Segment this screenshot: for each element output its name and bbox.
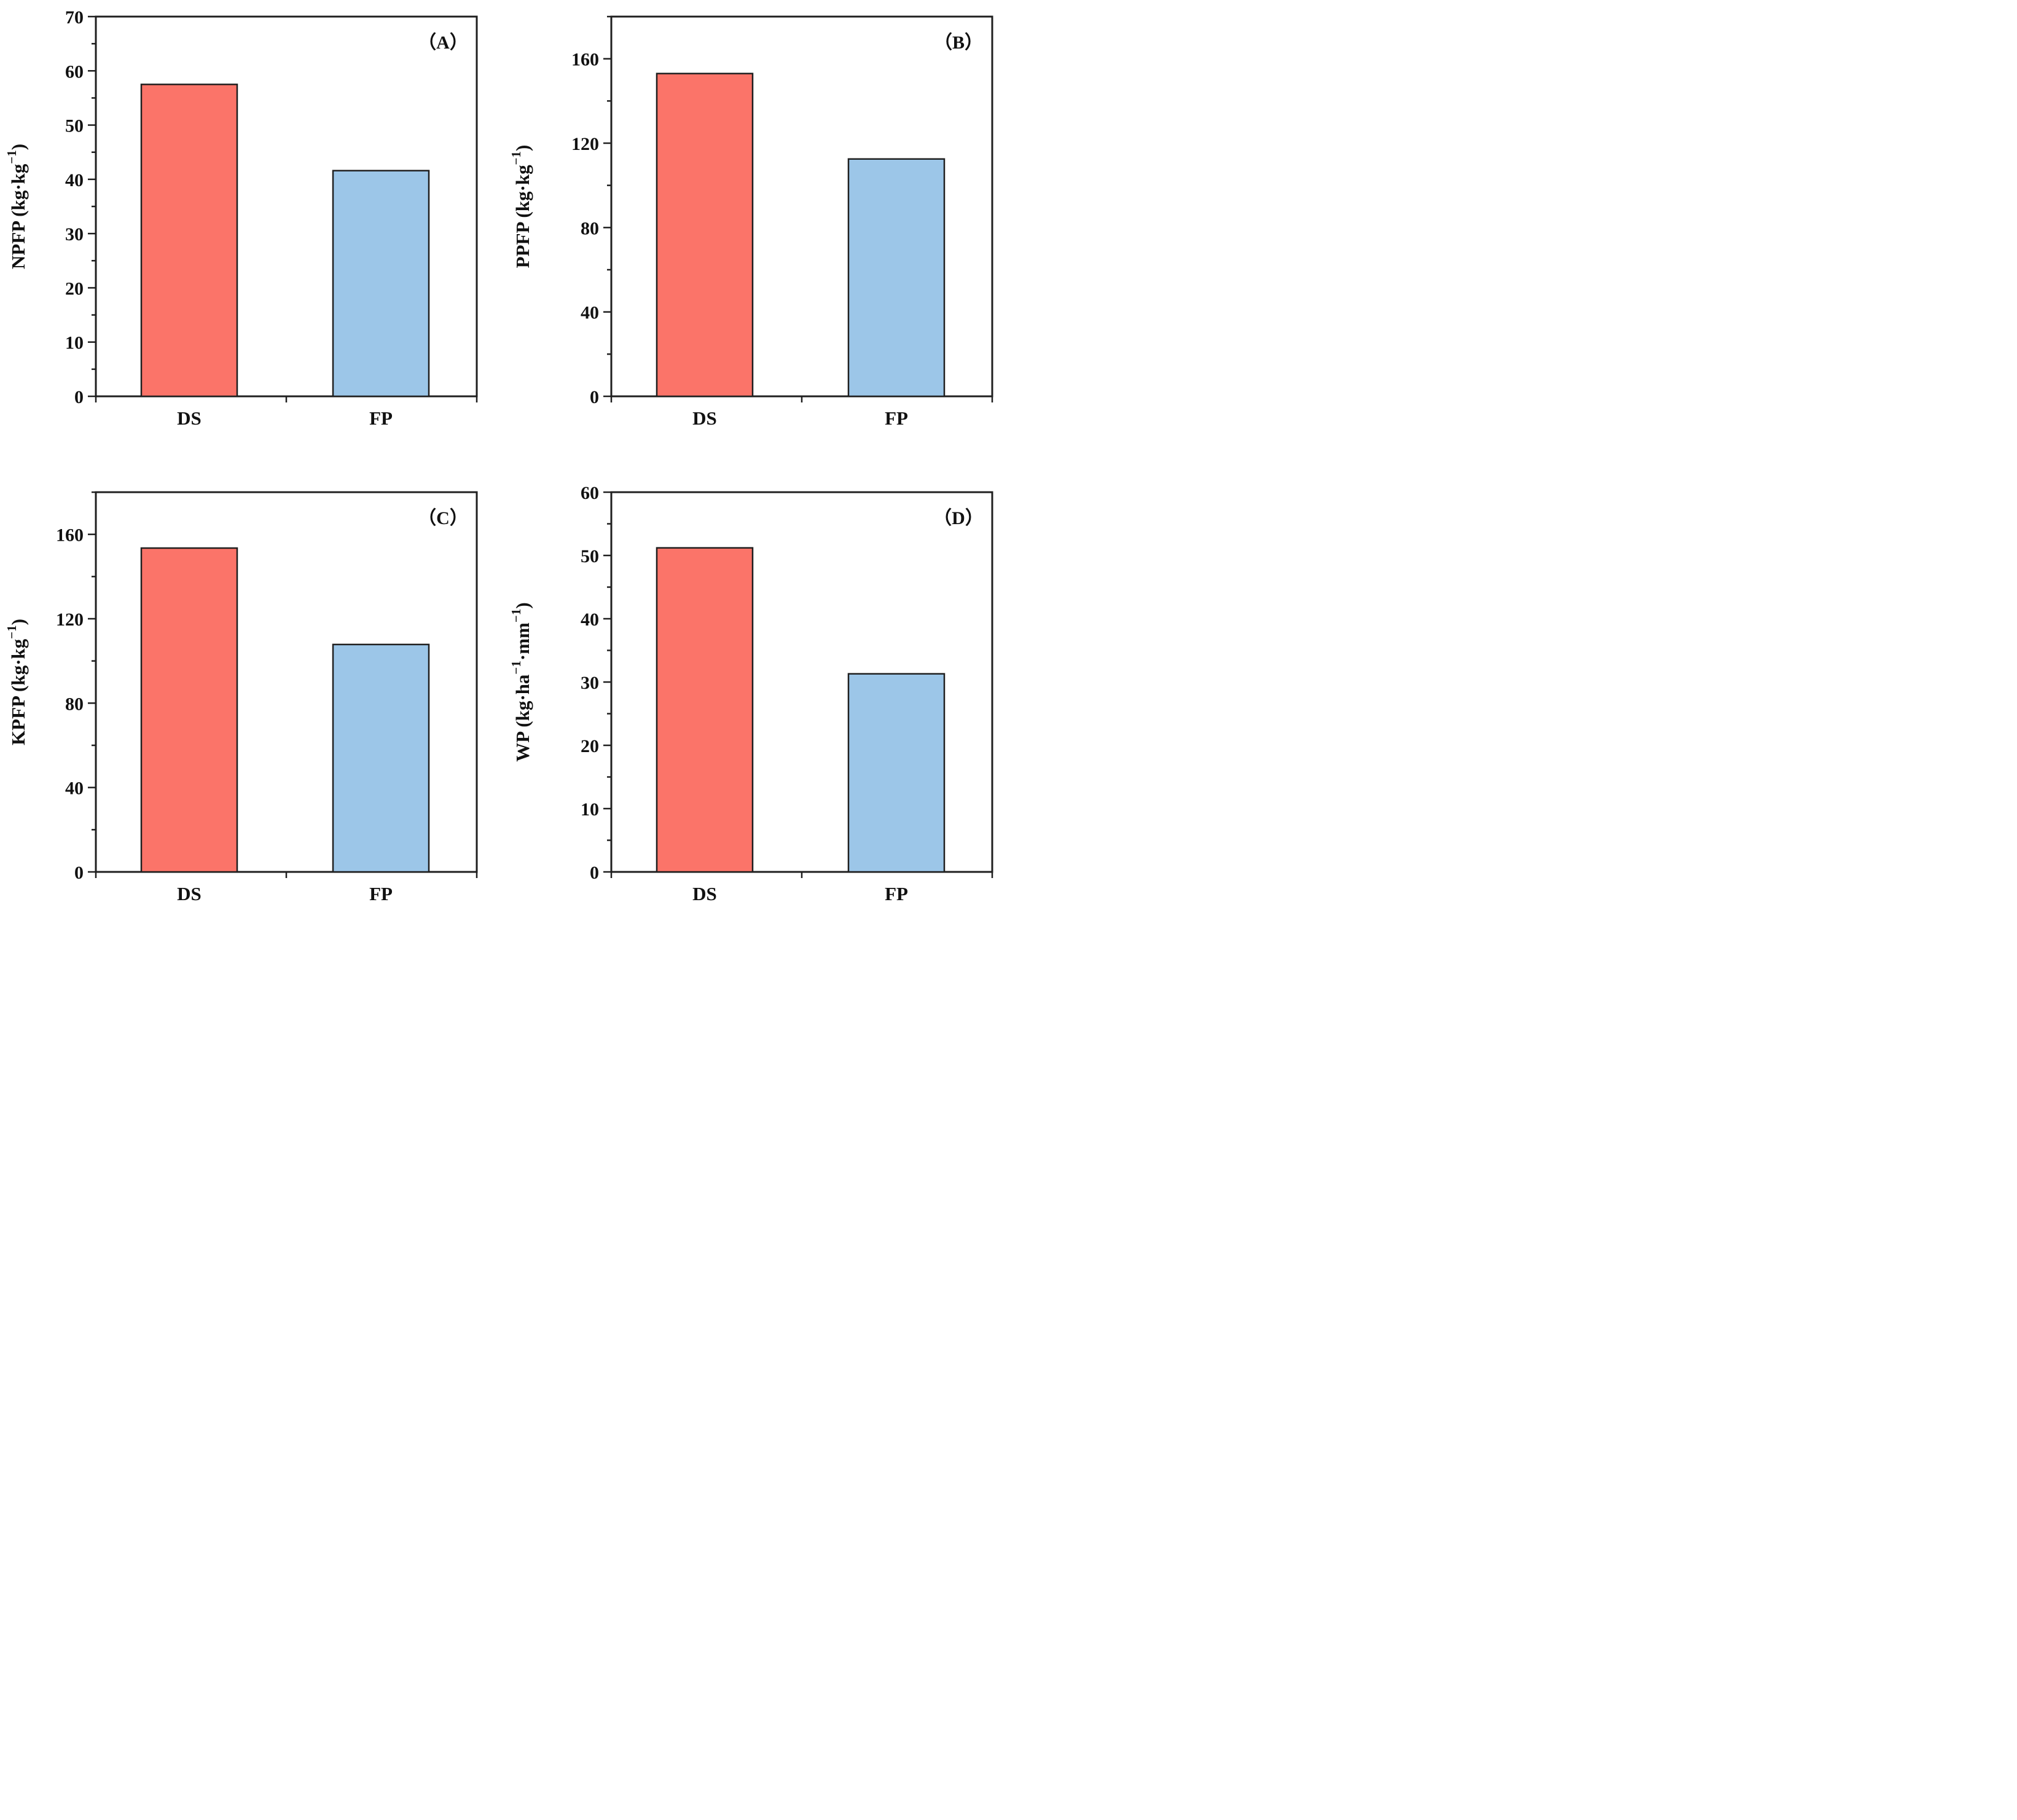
y-tick-label-60: 60 — [581, 483, 599, 503]
y-tick-label-60: 60 — [65, 61, 84, 82]
x-tick-label-fp: FP — [885, 407, 908, 429]
panel-letter-label: （A） — [418, 32, 468, 53]
panel-B: 0 40 80 120 160 DS FP （B） PPFP (kg·kg−1) — [504, 0, 1009, 455]
x-tick-label-ds: DS — [177, 407, 202, 429]
y-tick-label-40: 40 — [65, 170, 84, 190]
panel-A: 0 10 20 30 40 50 60 70 DS FP （A） NPFP (kg·kg−1) — [0, 0, 504, 455]
y-tick-label-20: 20 — [65, 278, 84, 299]
x-tick-label-fp: FP — [885, 883, 908, 904]
panel-letter-label: （C） — [418, 508, 468, 528]
chart-A: 0 10 20 30 40 50 60 70 DS FP （A） NPFP (kg·kg−1) — [4, 7, 478, 429]
y-tick-label-120: 120 — [56, 610, 84, 630]
panel-letter-label: （B） — [934, 32, 983, 53]
y-axis-label: NPFP (kg·kg−1) — [4, 144, 29, 269]
y-axis-ticks: 0 40 80 120 160 — [571, 15, 611, 407]
bar-ds — [656, 547, 754, 873]
y-axis-label: PPFP (kg·kg−1) — [509, 145, 533, 269]
panel-C: 0 40 80 120 160 DS FP （C） KPFP (kg·kg−1) — [0, 455, 504, 910]
y-tick-label-30: 30 — [581, 673, 599, 693]
y-tick-label-10: 10 — [581, 799, 599, 820]
y-axis-ticks: 0 40 80 120 160 — [56, 491, 96, 883]
x-tick-label-ds: DS — [692, 883, 717, 904]
y-tick-label-80: 80 — [65, 694, 84, 714]
y-tick-label-40: 40 — [581, 610, 599, 630]
x-tick-label-fp: FP — [369, 407, 393, 429]
bar-fp — [332, 643, 430, 873]
y-tick-label-10: 10 — [65, 333, 84, 353]
y-tick-label-40: 40 — [65, 779, 84, 799]
x-tick-label-fp: FP — [369, 883, 393, 904]
bar-fp — [847, 673, 946, 873]
x-tick-label-ds: DS — [177, 883, 202, 904]
y-tick-label-0: 0 — [74, 387, 84, 407]
y-tick-label-160: 160 — [571, 50, 599, 70]
bar-fp — [847, 158, 946, 398]
y-tick-label-70: 70 — [65, 7, 84, 28]
y-tick-label-40: 40 — [581, 303, 599, 323]
y-tick-label-0: 0 — [590, 387, 599, 407]
y-tick-label-80: 80 — [581, 218, 599, 238]
chart-D: 0 10 20 30 40 50 60 DS FP （D） WP (kg·ha−1·mm−1) — [509, 483, 993, 904]
y-axis-ticks: 0 10 20 30 40 50 60 70 — [65, 7, 96, 407]
y-tick-label-50: 50 — [581, 546, 599, 567]
chart-C: 0 40 80 120 160 DS FP （C） KPFP (kg·kg−1) — [4, 491, 478, 904]
y-tick-label-30: 30 — [65, 224, 84, 245]
four-panel-bar-figure: 0 10 20 30 40 50 60 70 DS FP （A） NPFP (kg·kg−1) 0 40… — [0, 0, 1009, 910]
bar-fp — [332, 170, 430, 398]
y-tick-label-20: 20 — [581, 736, 599, 756]
y-tick-label-160: 160 — [56, 525, 84, 546]
chart-B: 0 40 80 120 160 DS FP （B） PPFP (kg·kg−1) — [509, 15, 993, 429]
y-tick-label-0: 0 — [74, 863, 84, 883]
y-axis-ticks: 0 10 20 30 40 50 60 — [581, 483, 611, 883]
y-axis-label: KPFP (kg·kg−1) — [4, 619, 29, 745]
x-tick-label-ds: DS — [692, 407, 717, 429]
panel-letter-label: （D） — [933, 508, 984, 528]
y-axis-label: WP (kg·ha−1·mm−1) — [509, 602, 533, 761]
panel-D: 0 10 20 30 40 50 60 DS FP （D） WP (kg·ha−1·mm−1) — [504, 455, 1009, 910]
bar-ds — [140, 84, 238, 398]
bar-ds — [656, 73, 754, 398]
y-tick-label-0: 0 — [590, 863, 599, 883]
y-tick-label-50: 50 — [65, 116, 84, 136]
bar-ds — [140, 547, 238, 873]
y-tick-label-120: 120 — [571, 134, 599, 154]
